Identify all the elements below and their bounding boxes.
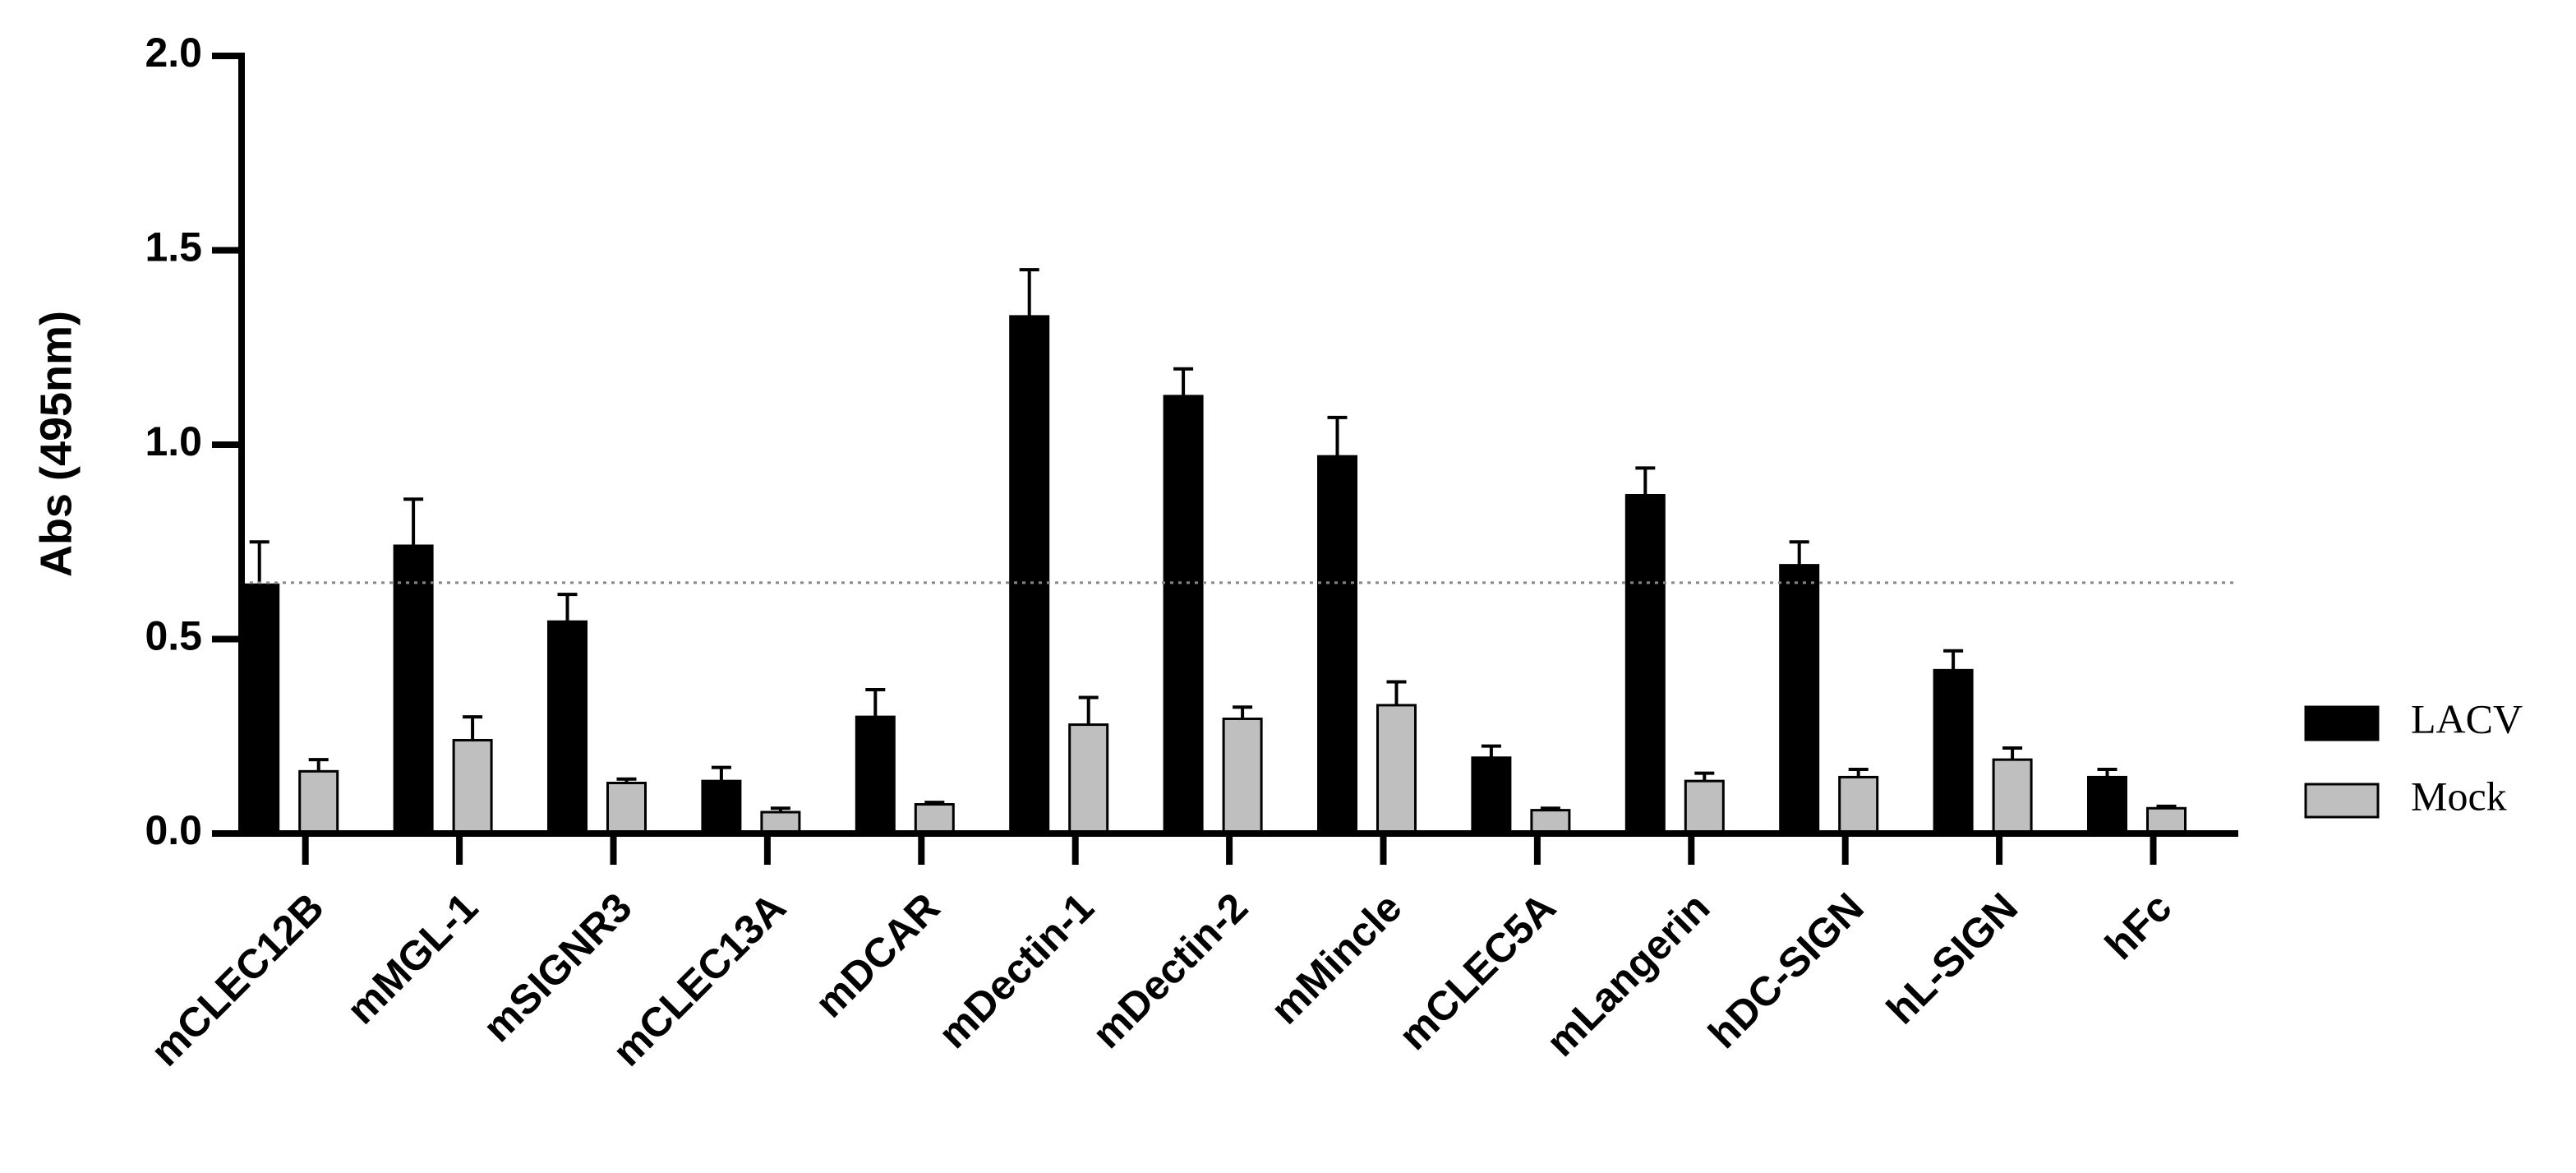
- bar: [2146, 806, 2187, 835]
- y-tick-label: 0.0: [145, 807, 202, 853]
- legend-label: Mock: [2411, 773, 2507, 819]
- y-axis-title: Abs (495nm): [31, 311, 81, 577]
- bar: [2087, 775, 2127, 835]
- bar: [701, 779, 742, 835]
- y-tick-label: 1.5: [145, 224, 202, 270]
- legend-label: LACV: [2411, 695, 2523, 741]
- x-tick-label: hFc: [2096, 884, 2180, 968]
- bar: [298, 769, 339, 835]
- x-tick-label: mCLEC12B: [142, 884, 333, 1075]
- bar: [452, 738, 493, 835]
- bar: [606, 782, 647, 835]
- bar: [1933, 668, 1974, 835]
- x-tick-label: mLangerin: [1537, 884, 1718, 1065]
- bar: [547, 620, 588, 835]
- bar: [1009, 315, 1050, 835]
- y-tick-label: 2.0: [145, 30, 202, 76]
- bar: [1163, 395, 1204, 835]
- x-tick-label: mMGL-1: [338, 884, 486, 1033]
- bar: [1684, 779, 1725, 835]
- bar: [1317, 455, 1357, 835]
- x-tick-label: hL-SIGN: [1878, 884, 2026, 1033]
- bar: [1530, 809, 1571, 835]
- bar: [914, 803, 955, 835]
- x-tick-label: mDCAR: [806, 884, 948, 1027]
- x-tick-label: mDectin-1: [929, 884, 1103, 1058]
- x-tick-label: hDC-SIGN: [1699, 884, 1872, 1057]
- bar: [855, 715, 896, 835]
- x-tick-label: mMincle: [1262, 884, 1411, 1033]
- bar: [1222, 717, 1263, 835]
- y-tick-label: 0.5: [145, 613, 202, 659]
- x-tick-label: mDectin-2: [1084, 884, 1257, 1058]
- bar: [1068, 723, 1109, 835]
- bar: [1838, 775, 1879, 835]
- bar: [1779, 564, 1820, 835]
- y-tick-label: 1.0: [145, 418, 202, 464]
- bar: [1471, 756, 1512, 835]
- bar: [1992, 758, 2033, 835]
- bar: [239, 583, 280, 835]
- legend-swatch: [2304, 705, 2380, 741]
- bar: [1376, 704, 1417, 835]
- x-tick-label: mSIGNR3: [474, 884, 641, 1051]
- bar: [1624, 493, 1666, 835]
- bar: [393, 544, 434, 835]
- legend-swatch: [2304, 783, 2380, 819]
